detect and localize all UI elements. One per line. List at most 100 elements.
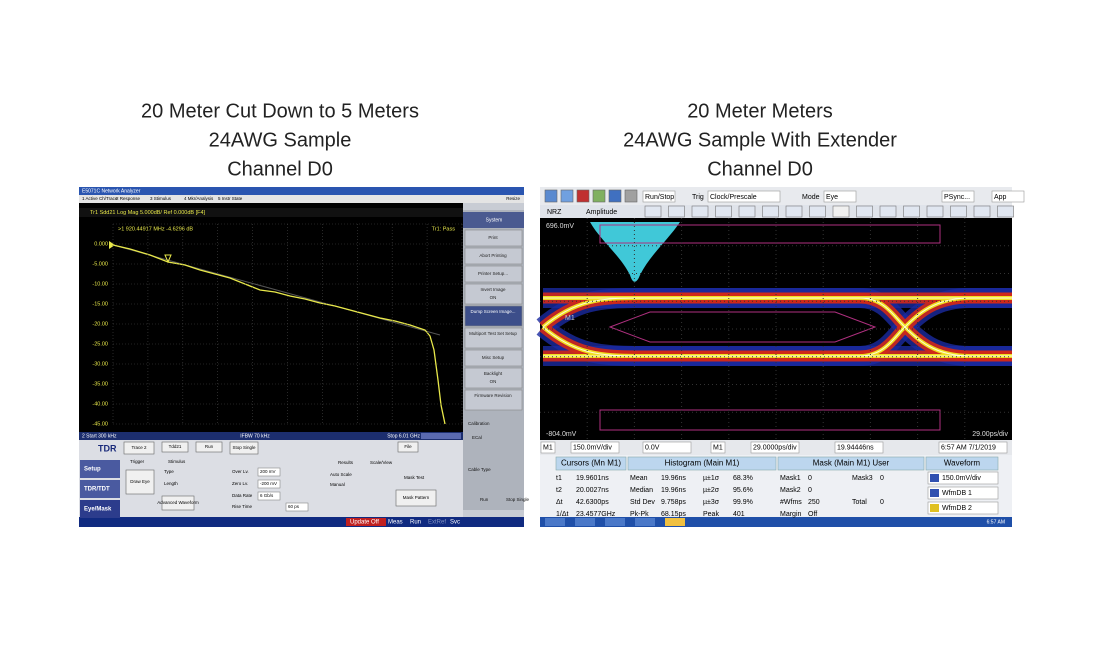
mask-center [608,311,877,343]
taskbar-icon [545,518,565,526]
analyzer-titlebar [79,187,524,195]
softkey-label: Print [488,235,498,240]
cal-label: Cable Type [468,467,491,472]
pass-status: Tr1: Pass [432,226,456,232]
panel-label: Trigger [130,459,145,464]
left-title: 20 Meter Cut Down to 5 Meters [141,100,419,122]
table-cell: Margin [780,511,802,518]
status-stop: Stop 6.01 GHz [387,433,420,439]
panel-tab [80,500,120,518]
timebase: 29.00ps/div [972,431,1008,438]
toolbar-item: PSync... [944,194,970,201]
panel-tab-label: Eye/Mask [84,507,112,513]
toolbar2-icon [879,205,897,218]
status-start: 2 Start 300 kHz [82,433,117,439]
table-cell: Mask3 [852,475,873,482]
panel-button [397,441,419,453]
toolbar2-icon [762,205,779,218]
panel-button-label: Trace 2 [131,445,147,450]
table-cell: Off [808,511,817,518]
toolbar-item: App [994,194,1007,201]
panel-button-label: File [404,444,412,449]
softkey-label: Abort Printing [479,253,507,258]
menu-item: 3 Stimulus [150,196,172,201]
toolbar-field [707,190,781,203]
toolbar-item: Trig [692,194,704,201]
table-cell: Total [852,499,867,506]
analyzer-statusline [79,432,463,440]
waveform-entry [927,486,999,500]
toolbar-field [823,190,857,203]
toolbar2-icon [785,205,803,218]
table-cell: 99.9% [733,499,753,506]
y-tick-label: -35.00 [92,381,108,387]
table-cell: 0 [808,487,812,494]
softkey-label: Dump Screen Image... [470,309,515,314]
control-value: 6:57 AM 7/1/2019 [941,444,996,451]
level-bottom: -804.0mV [546,431,577,438]
mask-top [599,224,941,244]
waveform-label: 150.0mV/div [942,475,981,482]
toolbar-item: Clock/Prescale [710,194,757,201]
toolbar2-icon [950,205,967,218]
toolbar2-item: NRZ [547,209,562,216]
table-cell: Median [630,487,653,494]
table-cell: µ±1σ [703,475,720,482]
eye-trace [542,297,1012,357]
control-field [710,441,726,454]
toolbar-item: Eye [826,194,838,201]
table-cell: Peak [703,511,719,518]
waveform-badge [930,474,939,482]
bottom-status-item: Svc [450,520,460,526]
waveform-label: WfmDB 2 [942,505,972,512]
panel-button-label: Run [205,444,214,449]
marker-readout: >1 920.44917 MHz -4.6296 dB [118,226,193,232]
softkey [464,247,523,265]
toolbar-icon [592,189,606,203]
table-cell: 401 [733,511,745,518]
bottom-status-item: Run [410,520,421,526]
y-tick-label: -20.00 [92,321,108,327]
table-cell: Std Dev [630,499,655,506]
menu-item: 1 Active Ch/Trace [82,196,118,201]
toolbar-icon [576,189,590,203]
toolbar2-icon [973,205,991,218]
table-cell: 0 [880,499,884,506]
taskbar-time: 6:57 AM [987,519,1005,525]
softkey-label: Printer Setup... [478,271,508,276]
table-cell: 23.4577GHz [576,511,616,518]
y-tick-label: -5.000 [92,261,108,267]
panel-button [125,469,155,495]
table-cell: 68.3% [733,475,753,482]
softkey [464,283,523,305]
toolbar2-icon [644,205,662,218]
waveform-entry [927,501,999,515]
control-value: 0.0V [645,444,660,451]
toolbar2-item: Amplitude [586,209,617,216]
control-value: 150.0mV/div [573,444,612,451]
left-title: Channel D0 [227,158,333,180]
trace-header-bar [79,208,463,217]
panel-label: Over Lv. [232,469,249,474]
ref-marker [109,241,115,249]
control-value: 29.0000ps/div [753,444,797,451]
panel-label: Auto Scale [330,472,352,477]
control-value: M1 [543,444,553,451]
taskbar-icon [665,518,685,526]
cal-label: Stop Single [506,497,530,502]
mask-bottom [599,409,941,431]
toolbar2-icon [903,205,920,218]
right-title: 24AWG Sample With Extender [623,129,897,151]
softkey-label: Firmware Revision [474,393,512,398]
trace-header: Tr1 Sdd21 Log Mag 5.000dB/ Ref 0.000dB [… [90,210,206,216]
panel-label: Results [338,460,354,465]
cal-label: Calibration [468,421,490,426]
panel-label: Zero Lv. [232,481,248,486]
control-field [642,441,692,454]
waveform-badge [930,504,939,512]
panel-label: Scale/View [370,460,393,465]
status-highlight [346,518,386,526]
table-cell: Mean [630,475,648,482]
toolbar2-icon [856,205,873,218]
table-cell: 0 [880,475,884,482]
